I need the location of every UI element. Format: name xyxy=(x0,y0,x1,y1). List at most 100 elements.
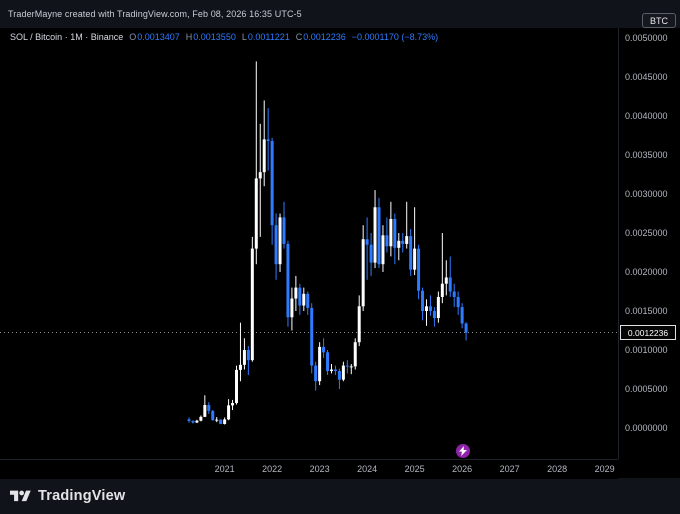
candle xyxy=(298,283,302,315)
candle xyxy=(389,201,393,257)
candle xyxy=(417,244,421,300)
candle xyxy=(219,419,223,425)
price-axis-label: 0.0005000 xyxy=(625,383,668,394)
time-axis[interactable]: 2021 2022 2023 2024 2025 2026 2027 2028 2029 xyxy=(0,459,618,479)
candle xyxy=(413,207,417,276)
candle xyxy=(270,137,274,245)
change-value: −0.0001170 (−8.73%) xyxy=(351,32,439,42)
time-axis-label: 2026 xyxy=(452,464,473,474)
candle xyxy=(262,100,266,187)
lightning-bolt-icon xyxy=(459,446,467,456)
candle xyxy=(326,350,330,375)
tradingview-logo-icon[interactable] xyxy=(10,488,31,505)
candle xyxy=(341,361,345,382)
candle xyxy=(191,420,195,424)
price-chart-canvas[interactable] xyxy=(0,28,680,478)
price-axis-border xyxy=(618,28,619,459)
candle xyxy=(187,417,191,423)
candle xyxy=(424,299,428,326)
symbol-title: SOL / Bitcoin · 1M · Binance xyxy=(10,32,124,42)
candle xyxy=(365,217,369,280)
candle xyxy=(242,338,246,370)
candle xyxy=(195,419,199,424)
price-axis-label: 0.0025000 xyxy=(625,227,668,238)
candle xyxy=(306,291,310,315)
tradingview-wordmark[interactable]: TradingView xyxy=(38,488,126,504)
candle xyxy=(385,217,389,253)
candle xyxy=(337,368,341,389)
time-axis-label: 2023 xyxy=(309,464,330,474)
candle xyxy=(274,213,278,280)
candle xyxy=(278,213,282,272)
price-axis-label: 0.0020000 xyxy=(625,266,668,277)
candle xyxy=(318,342,322,386)
candle xyxy=(349,364,353,375)
candle xyxy=(452,283,456,308)
time-axis-label: 2025 xyxy=(404,464,425,474)
candle xyxy=(409,229,413,276)
currency-unit-button[interactable]: BTC xyxy=(642,13,676,28)
candle xyxy=(401,233,405,253)
price-axis-label: 0.0040000 xyxy=(625,110,668,121)
candle xyxy=(432,307,436,327)
candle xyxy=(246,346,250,375)
candle xyxy=(456,291,460,315)
candle xyxy=(333,365,337,375)
price-axis-label: 0.0015000 xyxy=(625,305,668,316)
chart-area: SOL / Bitcoin · 1M · Binance O 0.0013407 … xyxy=(0,28,680,479)
time-axis-label: 2029 xyxy=(594,464,615,474)
price-axis-label: 0.0050000 xyxy=(625,32,668,43)
candle xyxy=(361,225,365,311)
candle xyxy=(227,399,231,421)
price-axis-label: 0.0030000 xyxy=(625,188,668,199)
candle xyxy=(373,190,377,269)
candle xyxy=(381,225,385,272)
current-price-badge: 0.0012236 xyxy=(620,325,676,341)
candle xyxy=(294,275,298,311)
footer-bar: TradingView xyxy=(0,478,680,514)
candle xyxy=(393,213,397,265)
attribution-text: TraderMayne created with TradingView.com… xyxy=(8,9,302,19)
price-axis-label: 0.0035000 xyxy=(625,149,668,160)
candle xyxy=(258,123,262,237)
candle xyxy=(444,260,448,296)
time-axis-label: 2021 xyxy=(214,464,235,474)
candle xyxy=(405,201,409,249)
price-axis-label: 0.0000000 xyxy=(625,422,668,433)
candle xyxy=(231,399,235,411)
candle xyxy=(238,322,242,382)
candle xyxy=(322,338,326,358)
candle xyxy=(440,233,444,304)
time-axis-label: 2028 xyxy=(547,464,568,474)
candle xyxy=(211,410,215,421)
candle xyxy=(310,303,314,374)
candle xyxy=(282,201,286,249)
ohlc-close: C 0.0012236 xyxy=(295,32,346,42)
candle xyxy=(353,338,357,370)
candle xyxy=(266,108,270,171)
chart-legend: SOL / Bitcoin · 1M · Binance O 0.0013407 … xyxy=(10,32,438,42)
candle xyxy=(286,240,290,327)
candle xyxy=(254,61,258,265)
candle xyxy=(314,361,318,391)
candle xyxy=(223,417,227,425)
price-axis-label: 0.0010000 xyxy=(625,344,668,355)
ohlc-high: H 0.0013550 xyxy=(185,32,236,42)
event-marker-icon[interactable] xyxy=(456,444,470,458)
candle xyxy=(199,415,203,422)
candle xyxy=(369,233,373,276)
candle xyxy=(203,395,207,418)
time-axis-label: 2022 xyxy=(262,464,283,474)
time-axis-label: 2024 xyxy=(357,464,378,474)
ohlc-low: L 0.0011221 xyxy=(241,32,290,42)
candle xyxy=(448,256,452,297)
candle xyxy=(421,287,425,321)
candle xyxy=(234,365,238,405)
candle xyxy=(460,303,464,329)
candle xyxy=(215,417,219,423)
candle xyxy=(250,236,254,362)
price-axis[interactable]: 0.0012236 0.0050000 0.0045000 0.0040000 0.0… xyxy=(618,28,680,459)
candle xyxy=(428,295,432,316)
candle xyxy=(345,360,349,374)
